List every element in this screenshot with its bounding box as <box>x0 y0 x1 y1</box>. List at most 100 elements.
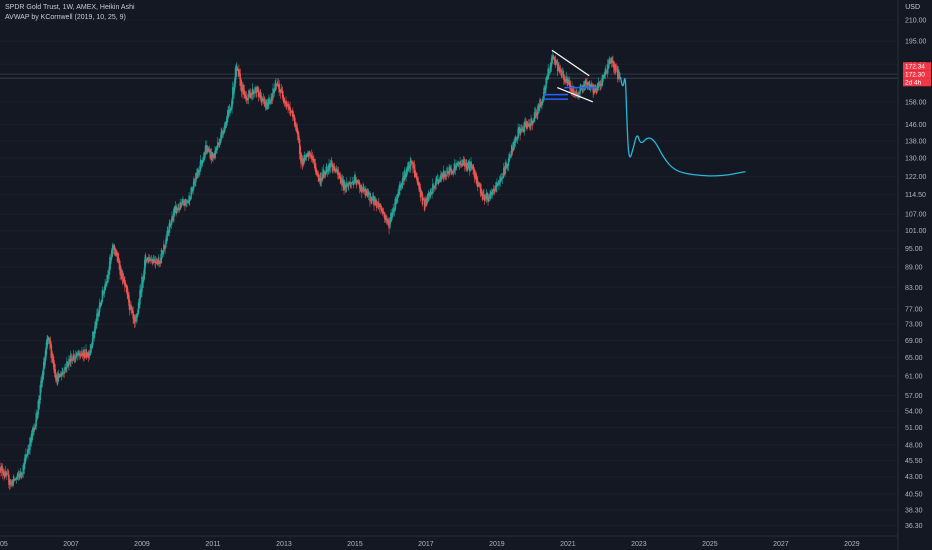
candle-body <box>251 92 253 96</box>
candle-body <box>600 84 603 86</box>
candle-body <box>598 84 601 86</box>
candle-body <box>424 201 426 206</box>
candle-body <box>371 198 373 201</box>
candle-body <box>247 94 250 100</box>
candle-body <box>93 331 95 337</box>
candle-body <box>77 354 79 356</box>
candle-body <box>72 359 74 361</box>
time-axis[interactable]: 2005 2007 2009 2011 2013 2015 2017 2019 2021 2023… <box>0 541 860 548</box>
candle-body <box>228 109 231 113</box>
candle-body <box>230 108 232 111</box>
candle-body <box>426 198 428 203</box>
candle-body <box>548 73 550 74</box>
candle-body <box>328 166 331 169</box>
time-tick-label: 2011 <box>205 541 220 548</box>
candle-body <box>156 262 158 264</box>
candle-body <box>250 95 252 97</box>
candle-body <box>323 173 325 175</box>
candle-body <box>512 141 514 151</box>
candle-body <box>491 192 493 194</box>
candle-body <box>453 168 455 172</box>
candle-body <box>203 156 205 160</box>
candle-body <box>269 101 272 103</box>
candle-body <box>199 165 201 172</box>
candle-body <box>617 70 619 80</box>
candle-body <box>234 67 237 84</box>
candle-body <box>409 162 411 168</box>
candle-body <box>193 181 196 184</box>
candle-body <box>395 199 398 204</box>
candle-body <box>165 238 168 244</box>
time-tick-label: 2021 <box>560 541 576 548</box>
indicator-title[interactable]: AVWAP by KCornwell (2019, 10, 25, 9) <box>5 14 126 21</box>
candle-body <box>105 283 107 287</box>
candle-body <box>200 163 203 165</box>
candle-body <box>14 479 17 481</box>
candle-body <box>578 93 580 95</box>
candle-body <box>516 137 519 140</box>
candle-body <box>373 197 375 206</box>
candle-body <box>26 453 29 457</box>
time-tick-label: 2009 <box>134 541 150 548</box>
candle-body <box>330 164 332 166</box>
candle-body <box>457 163 459 165</box>
candle-body <box>100 302 102 306</box>
candle-body <box>601 78 603 86</box>
candle-body <box>40 379 43 387</box>
candle-body <box>507 158 510 166</box>
candle-body <box>32 427 34 436</box>
candle-body <box>406 169 408 175</box>
candle-body <box>98 302 101 312</box>
currency-label[interactable]: USD <box>905 4 920 11</box>
candle-body <box>395 202 397 205</box>
candle-body <box>75 355 77 358</box>
price-axis[interactable]: 210.00195.00180.00172.00158.00146.00138.… <box>905 17 927 530</box>
candle-body <box>345 186 347 188</box>
candle-body <box>141 276 143 292</box>
candle-body <box>110 253 112 261</box>
candle-body <box>343 184 345 191</box>
candle-body <box>60 375 62 377</box>
candle-body <box>483 195 486 201</box>
candle-body <box>543 88 546 94</box>
candle-body <box>94 326 96 334</box>
candle-body <box>389 217 392 224</box>
candle-body <box>225 118 228 126</box>
candle-body <box>226 115 228 123</box>
candle-body <box>212 154 214 158</box>
candle-body <box>324 172 327 176</box>
candle-body <box>534 116 536 118</box>
symbol-title[interactable]: SPDR Gold Trust, 1W, AMEX, Heikin Ashi <box>5 4 135 11</box>
candle-body <box>64 367 66 374</box>
candle-body <box>570 88 573 92</box>
candle-body <box>45 348 47 361</box>
candle-body <box>494 185 497 191</box>
candle-body <box>10 482 12 484</box>
candle-body <box>198 170 201 172</box>
candle-body <box>549 65 551 73</box>
candle-body <box>12 480 14 484</box>
candle-body <box>546 76 549 80</box>
candle-body <box>40 380 42 393</box>
candle-body <box>546 76 548 84</box>
price-tick-label: 48.00 <box>905 443 923 450</box>
candle-body <box>398 185 401 194</box>
candle-body <box>219 138 222 144</box>
candle-body <box>42 372 44 379</box>
candle-body <box>403 178 405 181</box>
candle-body <box>163 248 166 250</box>
candle-body <box>367 192 369 197</box>
candle-body <box>438 180 441 182</box>
candle-body <box>68 359 70 365</box>
candle-body <box>169 223 172 226</box>
candle-body <box>455 165 457 168</box>
candle-body <box>101 299 103 304</box>
candle-body <box>497 183 499 186</box>
candle-body <box>137 309 139 316</box>
trendline <box>557 87 593 103</box>
candle-body <box>151 259 153 264</box>
candle-body <box>232 87 234 104</box>
candle-body <box>88 352 91 357</box>
